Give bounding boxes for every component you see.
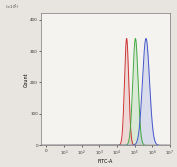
- Y-axis label: Count: Count: [24, 72, 29, 87]
- Text: ($\times10^1$): ($\times10^1$): [5, 3, 20, 12]
- X-axis label: FITC-A: FITC-A: [98, 159, 113, 164]
